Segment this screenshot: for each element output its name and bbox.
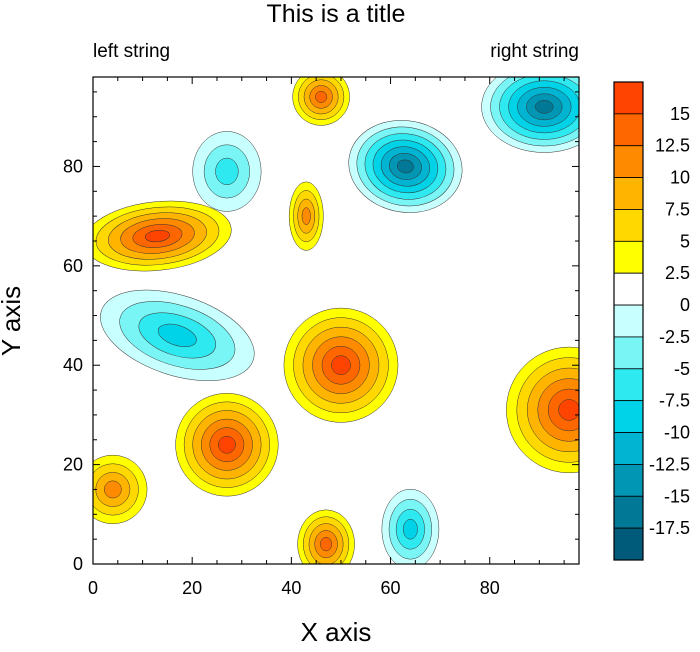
colorbar-swatch xyxy=(613,432,644,465)
y-tick-label: 0 xyxy=(73,554,83,574)
x-tick-label: 60 xyxy=(381,578,401,598)
colorbar-swatch xyxy=(613,336,644,370)
contour-blob xyxy=(481,77,579,153)
contour-blob xyxy=(192,131,262,212)
contour-level xyxy=(558,399,579,421)
contour-level xyxy=(331,355,351,375)
contour-level xyxy=(301,207,311,225)
colorbar-label: -7.5 xyxy=(659,391,690,411)
colorbar-swatch xyxy=(613,145,644,179)
colorbar: 15 12.5 10 7.5 5 2.5 0 -2.5 -5 -7.5 -10 -12.5 -15 -17… xyxy=(613,81,690,561)
contour-blob xyxy=(381,488,440,564)
colorbar-label: -10 xyxy=(664,423,690,443)
y-axis-label: Y axis xyxy=(0,286,26,356)
x-axis-label: X axis xyxy=(301,617,372,647)
contour-blob xyxy=(283,307,399,423)
contour-blob xyxy=(292,77,350,126)
contour-blob xyxy=(288,181,324,251)
right-string: right string xyxy=(490,41,579,62)
contour-blob xyxy=(93,200,232,272)
colorbar-swatch xyxy=(613,304,644,338)
colorbar-swatch xyxy=(613,240,644,274)
colorbar-swatch xyxy=(613,81,644,115)
contour-level xyxy=(104,480,122,499)
contour-level xyxy=(144,229,171,243)
y-tick-label: 60 xyxy=(63,256,83,276)
colorbar-label: 10 xyxy=(670,168,690,188)
contour-level xyxy=(403,518,418,540)
contour-level xyxy=(218,435,236,454)
x-tick-label: 20 xyxy=(182,578,202,598)
contour-blob xyxy=(93,454,148,524)
contour-blob xyxy=(100,289,255,382)
colorbar-label: 7.5 xyxy=(665,199,690,219)
colorbar-label: -5 xyxy=(674,359,690,379)
plot-frame xyxy=(92,76,580,565)
contour-level xyxy=(315,90,328,103)
colorbar-swatch xyxy=(613,495,644,529)
contour-field xyxy=(93,77,579,564)
colorbar-label: 12.5 xyxy=(655,136,690,156)
x-tick-label: 40 xyxy=(281,578,301,598)
colorbar-swatch xyxy=(613,113,644,147)
chart-title: This is a title xyxy=(267,0,406,28)
contour-blob xyxy=(506,346,579,474)
colorbar-label: -17.5 xyxy=(649,518,690,538)
colorbar-label: -2.5 xyxy=(659,327,690,347)
colorbar-swatch xyxy=(613,177,644,210)
colorbar-swatch xyxy=(613,209,644,242)
y-tick-label: 40 xyxy=(63,355,83,375)
colorbar-label: -15 xyxy=(664,486,690,506)
colorbar-label: 2.5 xyxy=(665,263,690,283)
x-tick-label: 80 xyxy=(480,578,500,598)
x-tick-label: 0 xyxy=(88,578,98,598)
colorbar-label: 15 xyxy=(670,104,690,124)
y-tick-label: 80 xyxy=(63,156,83,176)
contour-level xyxy=(397,159,414,174)
colorbar-label: 0 xyxy=(680,295,690,315)
contour-level xyxy=(157,323,197,347)
y-tick-label: 20 xyxy=(63,455,83,475)
contour-blob xyxy=(297,509,355,564)
colorbar-swatch xyxy=(613,400,644,433)
contour-level xyxy=(215,157,239,186)
colorbar-label: 5 xyxy=(680,231,690,251)
colorbar-frame xyxy=(613,81,644,561)
colorbar-swatch xyxy=(613,368,644,402)
colorbar-swatch xyxy=(613,527,644,561)
contour-level xyxy=(320,537,333,552)
colorbar-swatch xyxy=(613,463,644,497)
left-string: left string xyxy=(93,41,170,62)
contour-level xyxy=(535,100,554,114)
axis-ticks: 0 20 40 60 80 0 20 40 60 80 xyxy=(63,77,579,598)
contour-blob xyxy=(175,393,279,497)
colorbar-label: -12.5 xyxy=(649,454,690,474)
contour-blob xyxy=(348,120,463,213)
colorbar-swatch xyxy=(613,272,644,306)
